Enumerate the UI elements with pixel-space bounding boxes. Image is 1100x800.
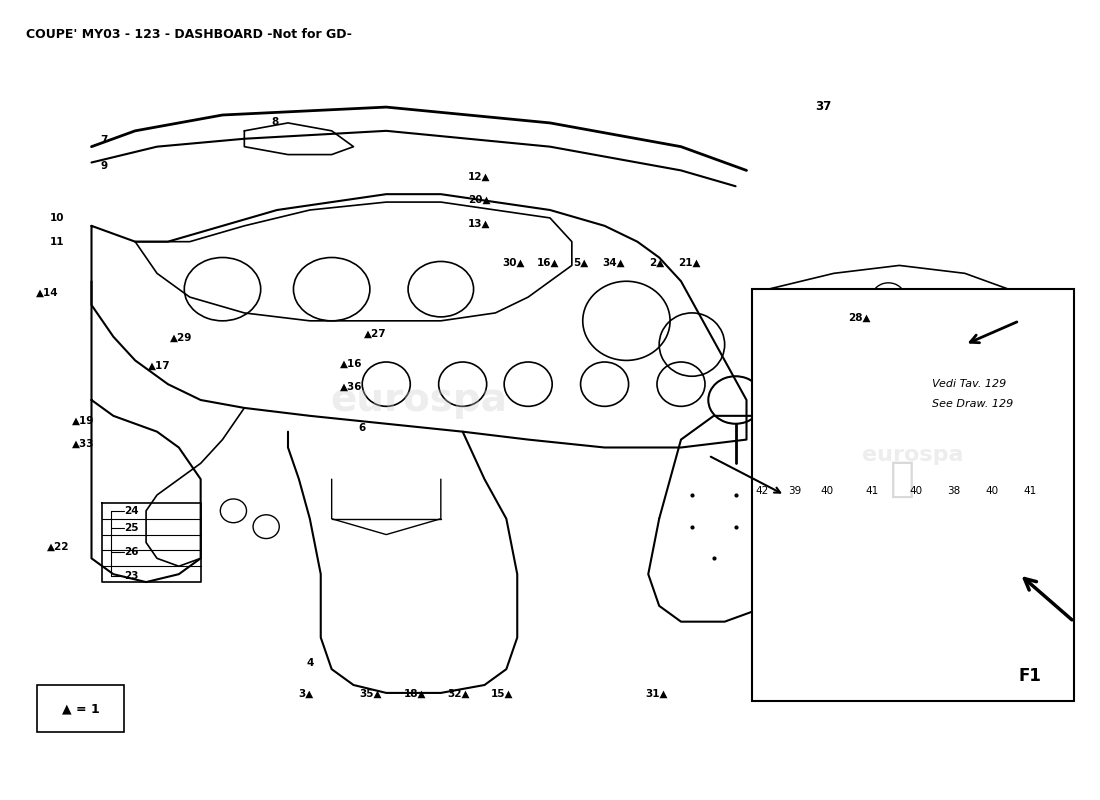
Text: ▲16: ▲16 xyxy=(340,358,363,368)
Text: 18▲: 18▲ xyxy=(404,689,426,699)
Text: 10: 10 xyxy=(50,213,64,223)
Text: 7: 7 xyxy=(100,135,108,146)
Text: 34▲: 34▲ xyxy=(602,258,625,268)
Text: 40: 40 xyxy=(821,486,834,495)
Text: 39: 39 xyxy=(788,486,801,495)
Text: 16▲: 16▲ xyxy=(537,258,559,268)
Text: 21▲: 21▲ xyxy=(679,258,701,268)
Text: ▲19: ▲19 xyxy=(72,415,94,426)
Text: 24: 24 xyxy=(124,506,139,516)
Text: 31▲: 31▲ xyxy=(646,689,668,699)
Text: 40: 40 xyxy=(909,486,922,495)
Text: 13▲: 13▲ xyxy=(468,219,491,229)
Text: 2▲: 2▲ xyxy=(649,258,664,268)
Text: 11: 11 xyxy=(50,237,64,246)
Text: 41: 41 xyxy=(1024,486,1037,495)
Text: ▲17: ▲17 xyxy=(147,361,170,370)
Text: 🚗: 🚗 xyxy=(890,458,914,500)
Text: 8: 8 xyxy=(272,117,278,127)
Text: 25: 25 xyxy=(124,523,139,534)
Text: ▲ = 1: ▲ = 1 xyxy=(62,702,99,715)
Text: 35▲: 35▲ xyxy=(360,689,382,699)
Text: 42: 42 xyxy=(756,486,769,495)
Text: 20▲: 20▲ xyxy=(468,195,491,206)
Text: 41: 41 xyxy=(866,486,879,495)
Text: ▲27: ▲27 xyxy=(364,329,386,339)
Text: ▲29: ▲29 xyxy=(169,333,192,343)
Text: ▲22: ▲22 xyxy=(47,542,69,551)
Text: Vedi Tav. 129: Vedi Tav. 129 xyxy=(932,379,1006,389)
Text: 23: 23 xyxy=(124,570,139,581)
Text: 28▲: 28▲ xyxy=(848,314,870,323)
Text: 37: 37 xyxy=(815,101,830,114)
Text: 5▲: 5▲ xyxy=(573,258,588,268)
FancyBboxPatch shape xyxy=(752,289,1074,701)
Text: 40: 40 xyxy=(986,486,999,495)
Text: COUPE' MY03 - 123 - DASHBOARD -Not for GD-: COUPE' MY03 - 123 - DASHBOARD -Not for G… xyxy=(26,28,352,41)
Text: 4: 4 xyxy=(306,658,313,668)
Text: F1: F1 xyxy=(1019,667,1042,685)
Text: 32▲: 32▲ xyxy=(447,689,470,699)
Text: 15▲: 15▲ xyxy=(491,689,514,699)
Text: 9: 9 xyxy=(101,162,108,171)
Text: 6: 6 xyxy=(359,422,366,433)
Text: 3▲: 3▲ xyxy=(298,689,314,699)
Text: 12▲: 12▲ xyxy=(468,171,491,182)
Text: ▲36: ▲36 xyxy=(340,382,363,392)
Text: ▲33: ▲33 xyxy=(72,439,94,449)
Text: eurospa: eurospa xyxy=(862,446,964,466)
Text: 26: 26 xyxy=(124,547,139,557)
Text: eurospa: eurospa xyxy=(331,381,507,419)
Text: ▲14: ▲14 xyxy=(36,288,58,298)
Text: 38: 38 xyxy=(947,486,960,495)
Text: 30▲: 30▲ xyxy=(503,258,525,268)
FancyBboxPatch shape xyxy=(37,685,124,733)
Text: See Draw. 129: See Draw. 129 xyxy=(932,399,1013,409)
